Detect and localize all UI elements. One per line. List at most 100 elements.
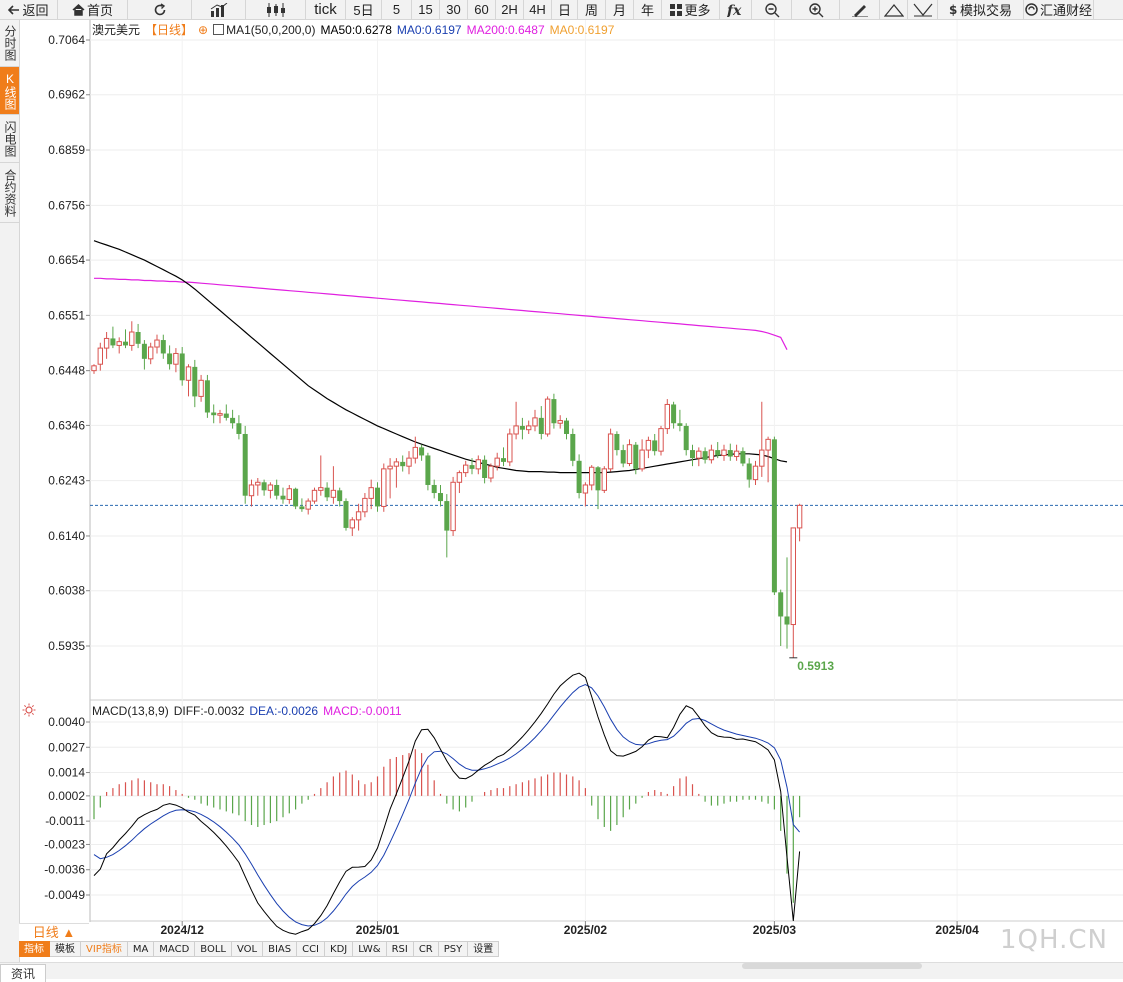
toolbar-h4-button[interactable]: 4H (524, 0, 552, 19)
toolbar-home-button[interactable]: 首页 (58, 0, 128, 19)
candle-body (601, 468, 607, 491)
candle-body (280, 495, 286, 500)
indicator-tab-vip-2[interactable]: VIP指标 (81, 941, 128, 957)
toolbar-m15-button[interactable]: 15 (412, 0, 440, 19)
candle-body (324, 487, 330, 498)
toolbar-zoomin-button[interactable] (792, 0, 840, 19)
candle-body (501, 458, 506, 462)
toolbar-h2-button[interactable]: 2H (496, 0, 524, 19)
toolbar-d5-button[interactable]: 5日 (346, 0, 382, 19)
svg-text:fx: fx (727, 3, 742, 17)
toolbar-week-label: 周 (584, 3, 598, 18)
candle-body (248, 484, 255, 497)
toolbar-candle-button[interactable] (246, 0, 306, 19)
candle-body (771, 439, 777, 593)
candle-body (538, 417, 544, 434)
toolbar-tick-button[interactable]: tick (306, 0, 346, 19)
toolbar-bars-button[interactable] (192, 0, 246, 19)
indicator-tab-ma-3[interactable]: MA (127, 941, 155, 957)
toolbar-sim-button[interactable]: $ 模拟交易 (938, 0, 1024, 19)
toolbar-down-button[interactable] (908, 0, 938, 19)
toolbar-draw-button[interactable] (840, 0, 880, 19)
price-tick-label: 0.6551 (48, 308, 85, 322)
toolbar-year-button[interactable]: 年 (634, 0, 662, 19)
price-tick-label: 0.6140 (48, 529, 85, 543)
toolbar-m60-button[interactable]: 60 (468, 0, 496, 19)
side-tab-0[interactable]: 分时图 (0, 20, 19, 67)
candlestick-icon (266, 2, 286, 17)
indicator-tab-bias-7[interactable]: BIAS (263, 941, 298, 957)
horizontal-scrollbar[interactable] (742, 963, 922, 969)
ma-indicator-label[interactable]: MA1(50,0,200,0) (213, 23, 315, 37)
toolbar-refresh-button[interactable] (128, 0, 192, 19)
date-tick-label: 2025/02 (564, 923, 608, 937)
indicator-tab-rsi-11[interactable]: RSI (386, 941, 414, 957)
indicator-tab-boll-5[interactable]: BOLL (195, 941, 232, 957)
side-tab-1[interactable]: K线图 (0, 67, 19, 115)
indicator-tab--0[interactable]: 指标 (19, 941, 50, 957)
indicator-tab-macd-4[interactable]: MACD (154, 941, 196, 957)
candle-body (444, 501, 450, 531)
toolbar-m30-label: 30 (446, 2, 461, 17)
toolbar-day-button[interactable]: 日 (552, 0, 578, 19)
toolbar-week-button[interactable]: 周 (578, 0, 606, 19)
pen-icon (851, 3, 868, 17)
toolbar-more-button[interactable]: 更多 (662, 0, 720, 19)
candle-body (740, 451, 746, 464)
candle-body (652, 440, 658, 452)
toolbar-m30-button[interactable]: 30 (440, 0, 468, 19)
candle-body (135, 331, 141, 344)
toolbar-fx-button[interactable]: fx (720, 0, 752, 19)
settings-small-icon[interactable]: ⊕ (198, 23, 209, 37)
toolbar: 返回 首页 tick 5日 5 15 30 60 2H 4H 日周月年 更多 fx $ 模拟交易 汇通财经 (0, 0, 1123, 20)
candles-group (91, 321, 803, 658)
indicator-tab-lw-10[interactable]: LW& (353, 941, 387, 957)
candle-body (173, 352, 179, 365)
toolbar-zoomout-button[interactable] (752, 0, 792, 19)
toolbar-m5-button[interactable]: 5 (382, 0, 412, 19)
svg-text:$: $ (949, 3, 957, 16)
candle-body (677, 423, 683, 426)
macd-diff: DIFF:-0.0032 (173, 704, 245, 718)
candle-body (425, 455, 431, 485)
price-tick-label: 0.6038 (48, 584, 85, 598)
indicator-tab-cr-12[interactable]: CR (413, 941, 439, 957)
price-tick-label: 0.6448 (48, 364, 85, 378)
candle-body (463, 464, 469, 474)
candle-body (475, 459, 482, 470)
period-label: 【日线】 (145, 23, 194, 37)
indicator-tab--1[interactable]: 模板 (50, 941, 81, 957)
macd-tick-label: -0.0011 (45, 814, 85, 828)
candle-body (488, 465, 494, 479)
toolbar-up-button[interactable] (880, 0, 908, 19)
toolbar-month-button[interactable]: 月 (606, 0, 634, 19)
macd-name: MACD(13,8,9) (92, 704, 169, 718)
toolbar-more-label: 更多 (684, 3, 711, 18)
footer-tab-news[interactable]: 资讯 (0, 964, 47, 982)
logo-icon (1025, 3, 1038, 16)
side-tab-2[interactable]: 闪电图 (0, 115, 19, 163)
candle-body (589, 466, 595, 486)
candle-body (123, 341, 128, 346)
candle-body (784, 616, 790, 625)
candle-body (261, 482, 267, 491)
candle-body (696, 450, 702, 459)
side-tab-3[interactable]: 合约资料 (0, 163, 19, 223)
candle-body (236, 423, 242, 434)
symbol-label: 澳元美元 (92, 23, 141, 37)
indicator-tab--14[interactable]: 设置 (468, 941, 500, 957)
candle-body (412, 446, 419, 459)
candle-body (362, 497, 368, 513)
candle-body (519, 425, 525, 430)
candle-body (746, 463, 752, 480)
indicator-tab-cci-8[interactable]: CCI (297, 941, 326, 957)
indicator-tab-psy-13[interactable]: PSY (438, 941, 469, 957)
period-tag[interactable]: 日线 ▲ (19, 923, 89, 941)
toolbar-huitong-button[interactable]: 汇通财经 (1024, 0, 1094, 19)
indicator-tab-kdj-9[interactable]: KDJ (325, 941, 354, 957)
ma200-value: MA200:0.6487 (466, 23, 545, 37)
indicator-tab-vol-6[interactable]: VOL (231, 941, 264, 957)
candle-body (507, 433, 513, 463)
toolbar-back-button[interactable]: 返回 (0, 0, 58, 19)
candle-body (204, 380, 210, 413)
